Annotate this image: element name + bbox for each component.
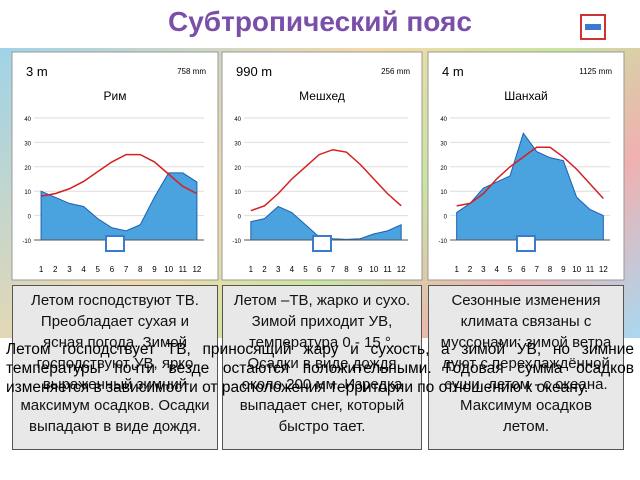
precipitation-area (40, 172, 198, 241)
month-label: 1 (39, 265, 44, 274)
month-label: 4 (290, 265, 295, 274)
month-label: 7 (534, 265, 539, 274)
title: Субтропический пояс (168, 6, 472, 37)
station-name: Мешхед (299, 89, 345, 103)
tick-label: 30 (234, 141, 241, 147)
temperature-line (250, 148, 402, 212)
month-label: 12 (192, 265, 201, 274)
month-label: 11 (383, 265, 392, 274)
tick-label: -10 (22, 239, 31, 245)
month-label: 3 (276, 265, 281, 274)
tick-label: 20 (234, 166, 241, 172)
book-icon (516, 235, 536, 252)
month-label: 12 (397, 265, 406, 274)
text-box: Летом господствуют ТВ. Преобладает сухая… (12, 285, 218, 450)
book-icon (105, 235, 125, 252)
tick-label: 20 (440, 166, 447, 172)
month-label: 6 (521, 265, 526, 274)
tick-label: 10 (234, 190, 241, 196)
month-label: 12 (599, 265, 608, 274)
tick-label: 0 (238, 215, 242, 221)
tick-label: 40 (24, 117, 31, 123)
month-label: 5 (303, 265, 308, 274)
station-name: Шанхай (504, 89, 548, 103)
month-label: 3 (481, 265, 486, 274)
tick-label: -10 (438, 239, 447, 245)
month-label: 9 (358, 265, 363, 274)
month-label: 4 (81, 265, 86, 274)
month-label: 11 (179, 265, 188, 274)
month-label: 7 (331, 265, 336, 274)
tick-label: 30 (24, 141, 31, 147)
station-height: 3 m (26, 64, 48, 79)
tick-label: 40 (234, 117, 241, 123)
tick-label: 0 (28, 215, 32, 221)
month-label: 5 (508, 265, 513, 274)
temperature-line (456, 146, 604, 207)
station-height: 4 m (442, 64, 464, 79)
station-name: Рим (104, 89, 127, 103)
temperature-line (40, 153, 198, 197)
month-label: 6 (110, 265, 115, 274)
overlay-text: Летом господствует ТВ, приносящий жару и… (6, 341, 634, 396)
month-label: 9 (152, 265, 157, 274)
station-height: 990 m (236, 64, 272, 79)
tick-label: 30 (440, 141, 447, 147)
month-label: 6 (317, 265, 322, 274)
month-label: 2 (53, 265, 58, 274)
month-label: 8 (138, 265, 143, 274)
month-label: 2 (262, 265, 267, 274)
month-label: 3 (67, 265, 72, 274)
month-label: 10 (164, 265, 173, 274)
month-label: 5 (96, 265, 101, 274)
tick-label: 20 (24, 166, 31, 172)
text-box: Летом –ТВ, жарко и сухо. Зимой приходит … (222, 285, 422, 450)
month-label: 4 (494, 265, 499, 274)
month-label: 11 (586, 265, 595, 274)
month-label: 9 (561, 265, 566, 274)
tick-label: 0 (444, 215, 448, 221)
month-label: 10 (369, 265, 378, 274)
tick-label: 40 (440, 117, 447, 123)
month-label: 2 (468, 265, 473, 274)
month-label: 1 (249, 265, 254, 274)
close-button[interactable] (580, 14, 606, 40)
month-label: 10 (572, 265, 581, 274)
precipitation-area (456, 132, 604, 241)
tick-label: 10 (440, 190, 447, 196)
precipitation-area (250, 205, 402, 241)
month-label: 8 (548, 265, 553, 274)
month-label: 7 (124, 265, 129, 274)
precip-total: 256 mm (381, 67, 410, 76)
precip-total: 758 mm (177, 67, 206, 76)
month-label: 1 (454, 265, 459, 274)
month-label: 8 (344, 265, 349, 274)
tick-label: 10 (24, 190, 31, 196)
book-icon (312, 235, 332, 252)
tick-label: -10 (232, 239, 241, 245)
text-box: Сезонные изменения климата связаны с мус… (428, 285, 624, 450)
precip-total: 1125 mm (579, 67, 612, 76)
